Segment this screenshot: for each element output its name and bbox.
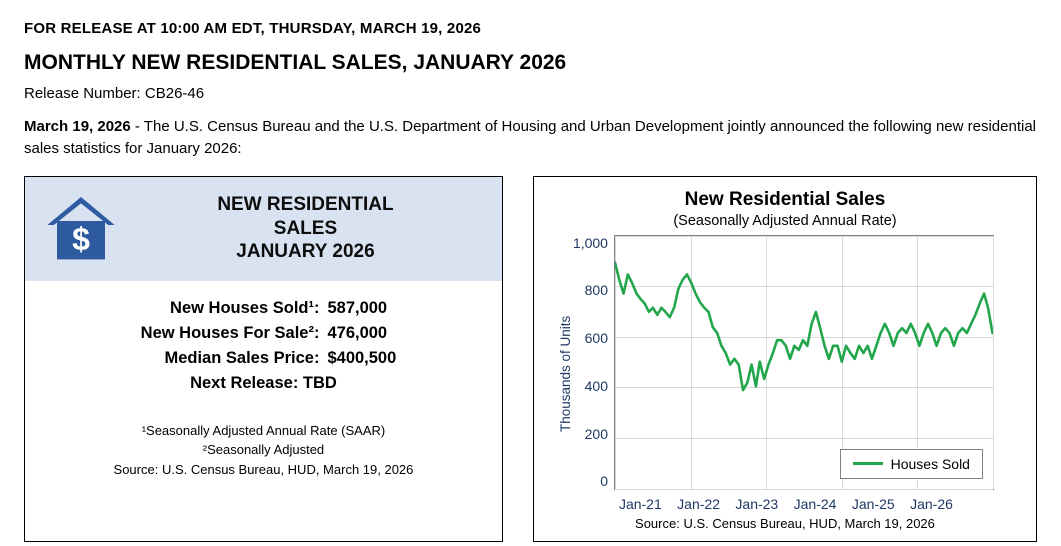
release-number: Release Number: CB26-46: [24, 85, 1037, 102]
y-axis-ticks: 1,000 800 600 400 200 0: [573, 235, 614, 490]
footnotes-block: ¹Seasonally Adjusted Annual Rate (SAAR) …: [45, 421, 482, 480]
stat-row-median-price: Median Sales Price: $400,500: [45, 349, 482, 368]
stat-row-houses-for-sale: New Houses For Sale²: 476,000: [45, 324, 482, 343]
x-axis-ticks: Jan-21 Jan-22 Jan-23 Jan-24 Jan-25 Jan-2…: [573, 496, 953, 512]
stats-panel: $ NEW RESIDENTIAL SALES JANUARY 2026 New…: [24, 176, 503, 542]
body-lead: March 19, 2026: [24, 118, 131, 135]
stats-panel-title: NEW RESIDENTIAL SALES JANUARY 2026: [123, 193, 488, 264]
chart-panel: New Residential Sales (Seasonally Adjust…: [533, 176, 1037, 542]
plot-row: 1,000 800 600 400 200 0: [573, 235, 1016, 490]
stat-row-houses-sold: New Houses Sold¹: 587,000: [45, 299, 482, 318]
chart-main: 1,000 800 600 400 200 0: [573, 235, 1016, 512]
chart-source-note: Source: U.S. Census Bureau, HUD, March 1…: [554, 516, 1016, 531]
legend-swatch-houses-sold: [853, 462, 883, 465]
y-axis-label: Thousands of Units: [554, 235, 573, 512]
house-dollar-icon: $: [39, 187, 123, 271]
next-release-label: Next Release: TBD: [45, 374, 482, 393]
body-paragraph: March 19, 2026 - The U.S. Census Bureau …: [24, 116, 1037, 160]
gridline-0: [615, 489, 993, 490]
svg-text:$: $: [72, 220, 90, 256]
chart-plot-box: Houses Sold: [614, 235, 994, 490]
body-rest: - The U.S. Census Bureau and the U.S. De…: [24, 118, 1036, 157]
chart-subtitle: (Seasonally Adjusted Annual Rate): [554, 213, 1016, 229]
main-title: MONTHLY NEW RESIDENTIAL SALES, JANUARY 2…: [24, 51, 1037, 75]
panels-container: $ NEW RESIDENTIAL SALES JANUARY 2026 New…: [24, 176, 1037, 542]
chart-area: Thousands of Units 1,000 800 600 400 200…: [554, 235, 1016, 512]
chart-legend[interactable]: Houses Sold: [840, 449, 983, 479]
release-line: FOR RELEASE AT 10:00 AM EDT, THURSDAY, M…: [24, 20, 1037, 37]
stats-panel-header: $ NEW RESIDENTIAL SALES JANUARY 2026: [25, 177, 502, 281]
chart-title: New Residential Sales: [554, 189, 1016, 211]
vgridline-jan26: [993, 236, 994, 489]
legend-label-houses-sold: Houses Sold: [891, 456, 970, 472]
stats-panel-body: New Houses Sold¹: 587,000 New Houses For…: [25, 281, 502, 494]
